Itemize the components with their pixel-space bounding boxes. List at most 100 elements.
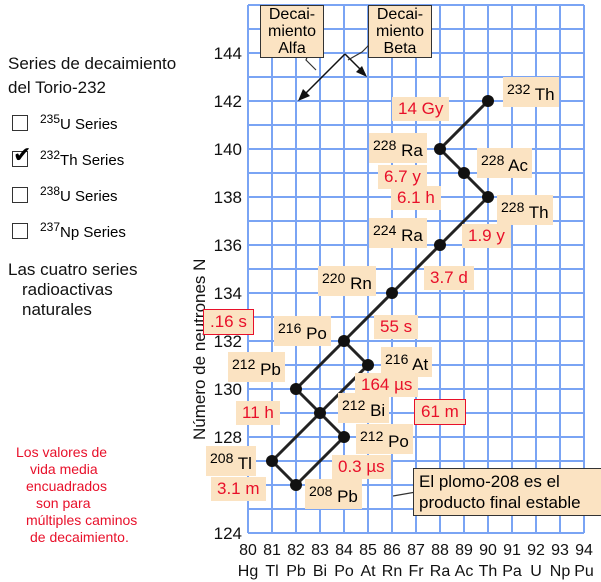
half-life-label: .16 s bbox=[203, 309, 254, 335]
mass-number: 235 bbox=[40, 112, 61, 126]
nuclide-label: 212 Pb bbox=[228, 352, 285, 382]
x-tick-element: Np bbox=[550, 563, 571, 580]
element-symbol: Tl bbox=[237, 454, 252, 473]
y-tick-label: 140 bbox=[214, 140, 242, 159]
callout-line: miento bbox=[267, 23, 317, 40]
x-tick-label: 91 bbox=[503, 542, 521, 559]
nuclide-dot bbox=[482, 95, 494, 107]
subtitle-line: Las cuatro series bbox=[8, 260, 138, 279]
y-tick-label: 124 bbox=[214, 524, 242, 543]
y-axis-label: Número de neutrones N bbox=[190, 258, 209, 440]
nuclide-label: 208 Tl bbox=[206, 446, 256, 476]
nuclide-label: 228 Th bbox=[497, 195, 553, 225]
x-tick-label: 86 bbox=[383, 542, 401, 559]
y-tick-label: 136 bbox=[214, 236, 242, 255]
decay-path bbox=[390, 243, 442, 295]
note-line: Los valores de bbox=[16, 444, 108, 460]
decay-path bbox=[270, 411, 322, 463]
legend-item[interactable]: 237Np Series bbox=[12, 220, 126, 241]
x-tick-label: 90 bbox=[479, 542, 497, 559]
mass-number: 228 bbox=[373, 137, 397, 153]
element-symbol: Pb bbox=[337, 487, 358, 506]
mass-number: 224 bbox=[373, 222, 397, 238]
nuclide-dot bbox=[458, 167, 470, 179]
element-symbol: Rn bbox=[350, 274, 372, 293]
x-tick-element: Fr bbox=[408, 563, 424, 580]
nuclide-label: 228 Ra bbox=[369, 133, 427, 163]
half-life-label: 1.9 y bbox=[462, 224, 511, 248]
mass-number: 232 bbox=[40, 148, 61, 162]
legend-item[interactable]: 235U Series bbox=[12, 112, 118, 133]
nuclide-label: 228 Ac bbox=[477, 148, 532, 178]
checkbox[interactable]: ✔ bbox=[12, 142, 31, 167]
x-tick-element: Pu bbox=[574, 563, 594, 580]
x-tick-label: 94 bbox=[575, 542, 593, 559]
nuclide-dot bbox=[338, 431, 350, 443]
x-tick-label: 80 bbox=[239, 542, 257, 559]
title-line-2: del Torio-232 bbox=[8, 78, 106, 97]
y-tick-label: 130 bbox=[214, 380, 242, 399]
x-tick-label: 89 bbox=[455, 542, 473, 559]
mass-number: 237 bbox=[40, 220, 61, 234]
x-tick-element: U bbox=[530, 563, 542, 580]
y-tick-label: 128 bbox=[214, 428, 242, 447]
x-tick-element: Rn bbox=[382, 563, 402, 580]
x-tick-label: 83 bbox=[311, 542, 329, 559]
callout-line: producto final estable bbox=[419, 493, 581, 512]
beta-arrowhead bbox=[356, 66, 367, 77]
mass-number: 228 bbox=[501, 199, 525, 215]
nuclide-label: 216 Po bbox=[274, 316, 331, 346]
element-symbol: Th bbox=[534, 85, 555, 104]
title-line-1: Series de decaimiento bbox=[8, 54, 177, 73]
decay-path bbox=[438, 99, 490, 151]
alpha-arrowhead bbox=[298, 89, 310, 101]
checkbox[interactable] bbox=[12, 187, 28, 203]
x-tick-label: 82 bbox=[287, 542, 305, 559]
x-tick-element: Pb bbox=[286, 563, 306, 580]
mass-number: 208 bbox=[309, 483, 333, 499]
checkbox[interactable] bbox=[12, 223, 28, 239]
nuclide-label: 220 Rn bbox=[318, 266, 376, 296]
note-line: múltiples caminos bbox=[26, 512, 138, 528]
checkbox[interactable] bbox=[12, 115, 28, 131]
decay-path bbox=[294, 339, 346, 391]
x-tick-element: Po bbox=[334, 563, 354, 580]
half-life-label: 61 m bbox=[414, 399, 466, 425]
legend-item[interactable]: ✔ 232Th Series bbox=[12, 142, 125, 169]
note-line: son para bbox=[36, 495, 91, 511]
mass-number: 228 bbox=[481, 152, 505, 168]
half-life-label: 0.3 µs bbox=[332, 455, 391, 479]
legend-label: Np Series bbox=[60, 224, 126, 241]
final-product-callout: El plomo-208 es el producto final estable bbox=[413, 468, 601, 516]
x-tick-element: Pa bbox=[502, 563, 522, 580]
x-tick-element: Hg bbox=[238, 563, 258, 580]
note-line: de decaimiento. bbox=[30, 529, 129, 545]
nuclide-dot bbox=[434, 239, 446, 251]
mass-number: 216 bbox=[385, 351, 409, 367]
x-tick-label: 81 bbox=[263, 542, 281, 559]
legend-label: Th Series bbox=[60, 152, 125, 169]
half-life-label: 11 h bbox=[236, 401, 280, 425]
element-symbol: Th bbox=[528, 203, 549, 222]
y-tick-label: 142 bbox=[214, 92, 242, 111]
callout-line: miento bbox=[375, 23, 425, 40]
nuclide-dot bbox=[266, 455, 278, 467]
x-tick-element: Ra bbox=[430, 563, 451, 580]
alpha-decay-callout: Decai-miento Alfa bbox=[260, 5, 324, 58]
x-tick-element: Ac bbox=[455, 563, 474, 580]
note-line: encuadrados bbox=[26, 478, 107, 494]
callout-line: El plomo-208 es el bbox=[419, 472, 560, 491]
decay-path bbox=[438, 195, 490, 247]
element-symbol: Ra bbox=[401, 141, 423, 160]
mass-number: 212 bbox=[232, 356, 256, 372]
x-tick-label: 88 bbox=[431, 542, 449, 559]
nuclide-label: 212 Bi bbox=[338, 393, 390, 423]
nuclide-dot bbox=[338, 335, 350, 347]
mass-number: 216 bbox=[278, 320, 302, 336]
legend-item[interactable]: 238U Series bbox=[12, 184, 118, 205]
note-line: vida media bbox=[30, 461, 98, 477]
mass-number: 212 bbox=[360, 428, 384, 444]
nuclide-dot bbox=[290, 479, 302, 491]
nuclide-dot bbox=[482, 191, 494, 203]
nuclide-label: 208 Pb bbox=[305, 479, 362, 509]
